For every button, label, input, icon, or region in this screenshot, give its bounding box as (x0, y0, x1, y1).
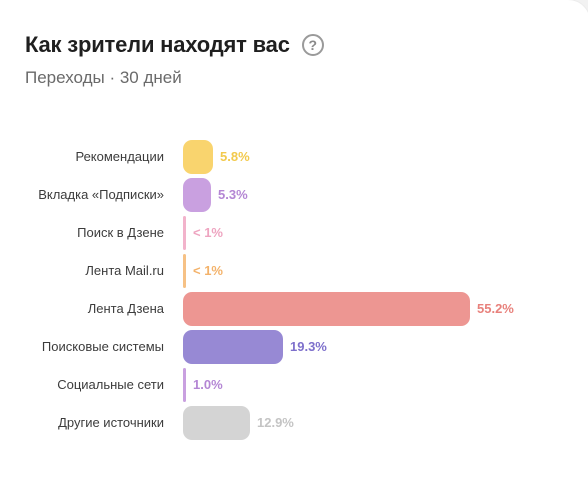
chart-row: Социальные сети 1.0% (0, 368, 588, 402)
bar[interactable] (183, 254, 186, 288)
bar[interactable] (183, 406, 250, 440)
category-label: Поиск в Дзене (77, 225, 164, 240)
category-label: Рекомендации (75, 149, 164, 164)
bar[interactable] (183, 140, 213, 174)
card-title: Как зрители находят вас (25, 32, 290, 57)
card-header: Как зрители находят вас ? (25, 32, 324, 58)
bar[interactable] (183, 368, 186, 402)
chart-row: Поиск в Дзене < 1% (0, 216, 588, 250)
category-label: Социальные сети (57, 377, 164, 392)
chart-row: Лента Дзена 55.2% (0, 292, 588, 326)
bar-value-label: < 1% (193, 263, 223, 278)
bar[interactable] (183, 178, 211, 212)
bar-value-label: 1.0% (193, 377, 223, 392)
chart-row: Другие источники 12.9% (0, 406, 588, 440)
bar-value-label: < 1% (193, 225, 223, 240)
card-subtitle: Переходы · 30 дней (25, 68, 182, 87)
chart-row: Рекомендации 5.8% (0, 140, 588, 174)
chart-row: Лента Mail.ru < 1% (0, 254, 588, 288)
chart-row: Поисковые системы 19.3% (0, 330, 588, 364)
category-label: Вкладка «Подписки» (38, 187, 164, 202)
category-label: Поисковые системы (41, 339, 164, 354)
chart-row: Вкладка «Подписки» 5.3% (0, 178, 588, 212)
bar[interactable] (183, 292, 470, 326)
category-label: Лента Дзена (87, 301, 164, 316)
bar-value-label: 12.9% (257, 415, 294, 430)
bar-value-label: 5.3% (218, 187, 248, 202)
bar-value-label: 55.2% (477, 301, 514, 316)
bar[interactable] (183, 216, 186, 250)
category-label: Лента Mail.ru (85, 263, 164, 278)
bar[interactable] (183, 330, 283, 364)
bar-value-label: 19.3% (290, 339, 327, 354)
question-circle-icon[interactable]: ? (301, 34, 324, 56)
bar-value-label: 5.8% (220, 149, 250, 164)
category-label: Другие источники (58, 415, 164, 430)
